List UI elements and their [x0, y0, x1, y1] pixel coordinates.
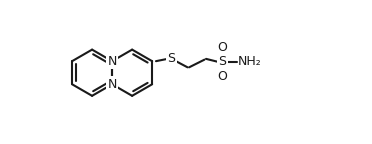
- Text: O: O: [217, 70, 227, 83]
- Text: S: S: [218, 55, 226, 68]
- Text: O: O: [217, 41, 227, 54]
- Text: N: N: [108, 55, 117, 68]
- Text: NH₂: NH₂: [238, 55, 262, 68]
- Text: N: N: [108, 78, 117, 91]
- Text: S: S: [167, 52, 175, 65]
